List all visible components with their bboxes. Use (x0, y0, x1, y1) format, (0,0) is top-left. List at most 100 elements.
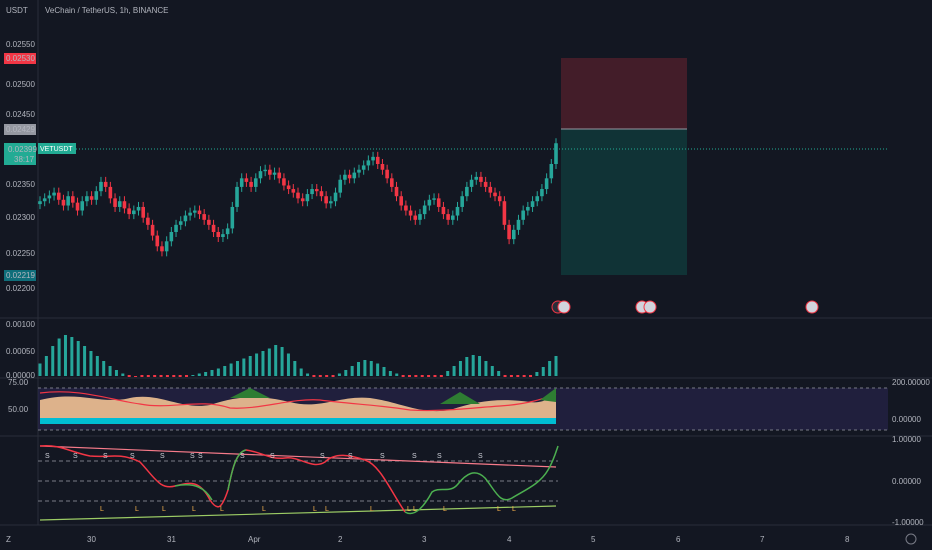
candle-body (427, 199, 432, 206)
candlestick-series[interactable] (38, 138, 558, 257)
sell-marker: S (320, 453, 325, 460)
candle-body (408, 210, 413, 216)
time-label: 30 (87, 535, 96, 544)
macd-bar (497, 371, 501, 376)
time-axis[interactable]: Z 30 31 Apr 2 3 4 5 6 7 8 (6, 533, 917, 545)
candle-body (544, 178, 549, 190)
buy-marker: L (192, 506, 196, 513)
sell-marker: S (270, 453, 275, 460)
flag-icon[interactable] (643, 300, 657, 314)
macd-bar (535, 372, 539, 376)
macd-bar (146, 375, 150, 377)
macd-bar (185, 375, 189, 377)
cycle-indicator-pane[interactable]: S S S S S S S S S S S S S S SL L L L L L L L L L L L L L 1.00000 0.… (38, 435, 924, 527)
candle-body (418, 214, 422, 220)
flag-icon[interactable] (805, 300, 819, 314)
macd-bar (382, 367, 386, 376)
buy-marker: L (135, 506, 139, 513)
price-axis[interactable]: 0.02550 0.02500 0.02450 0.02350 0.02300 … (6, 40, 35, 293)
candle-body (61, 199, 66, 206)
settings-icon[interactable] (905, 533, 917, 545)
price-tick: 0.02250 (6, 249, 35, 258)
lower-trend-line[interactable] (39, 505, 557, 521)
candle-body (94, 191, 99, 200)
event-markers[interactable] (551, 300, 819, 314)
candle-body (136, 206, 141, 211)
stop-price-value: 0.02530 (6, 54, 35, 63)
candle-body (216, 232, 221, 238)
macd-bar (242, 358, 246, 376)
buy-marker: L (100, 506, 104, 513)
candle-body (422, 205, 427, 215)
macd-bar (121, 373, 125, 376)
oscillator-pane[interactable]: 75.00 50.00 200.00000 0.00000 (8, 378, 930, 431)
candle-body (540, 189, 544, 197)
candle-body (178, 221, 183, 225)
time-label: 31 (167, 535, 176, 544)
macd-bar (134, 376, 138, 377)
macd-bar (427, 375, 431, 377)
short-position-tool[interactable] (561, 58, 687, 275)
time-label: 2 (338, 535, 343, 544)
buy-marker: L (497, 506, 501, 513)
candle-body (305, 194, 310, 202)
macd-bar (102, 361, 106, 376)
upper-trend-line[interactable] (39, 445, 557, 468)
candle-body (446, 214, 450, 220)
candle-body (202, 214, 206, 220)
macd-bar (248, 356, 252, 376)
candle-body (174, 224, 178, 232)
price-tick: 0.02300 (6, 213, 35, 222)
buy-marker: L (325, 506, 329, 513)
sell-marker: S (103, 453, 108, 460)
candle-body (436, 198, 441, 207)
candle-body (333, 192, 338, 202)
time-label: 5 (591, 535, 596, 544)
candle-body (207, 219, 211, 225)
last-price-value: 0.02399 (8, 145, 37, 154)
macd-bar (178, 375, 182, 377)
cycle-line-green-segment (174, 449, 247, 501)
candle-body (413, 215, 418, 220)
macd-bar (210, 370, 214, 376)
candle-body (521, 210, 525, 220)
sell-marker: S (130, 453, 135, 460)
candle-body (249, 181, 253, 187)
candle-body (390, 178, 394, 187)
sell-marker: S (240, 453, 245, 460)
candle-body (310, 189, 314, 195)
buy-marker: L (162, 506, 166, 513)
macd-axis[interactable]: 0.00100 0.00050 0.00000 (6, 320, 35, 380)
symbol-title[interactable]: VeChain / TetherUS, 1h, BINANCE (45, 6, 168, 15)
candle-body (329, 201, 333, 204)
profit-target-zone[interactable] (561, 129, 687, 275)
sell-marker: S (412, 453, 417, 460)
candle-body (526, 206, 530, 211)
z-icon[interactable]: Z (6, 535, 11, 544)
macd-bar (44, 356, 48, 376)
sell-marker: S (380, 453, 385, 460)
oscillator-base-fill (40, 418, 556, 424)
macd-bar (38, 363, 42, 376)
stop-loss-zone[interactable] (561, 58, 687, 129)
macd-bar (172, 375, 176, 377)
macd-bar (471, 355, 475, 376)
macd-bar (344, 370, 348, 376)
macd-bar (331, 375, 335, 377)
macd-bar (108, 366, 112, 376)
macd-bar (548, 361, 552, 376)
macd-bar (350, 366, 354, 376)
buy-marker: L (220, 506, 224, 513)
price-tick: 0.02550 (6, 40, 35, 49)
flag-icon[interactable] (557, 300, 571, 314)
macd-bar (376, 363, 380, 376)
macd-bar (465, 357, 469, 376)
candle-body (38, 201, 42, 205)
sell-marker: S (348, 453, 353, 460)
macd-bar (484, 361, 488, 376)
candle-body (244, 178, 249, 182)
macd-bar (280, 347, 284, 376)
oscillator-right-tick: 200.00000 (892, 378, 930, 387)
macd-bar (223, 366, 227, 376)
